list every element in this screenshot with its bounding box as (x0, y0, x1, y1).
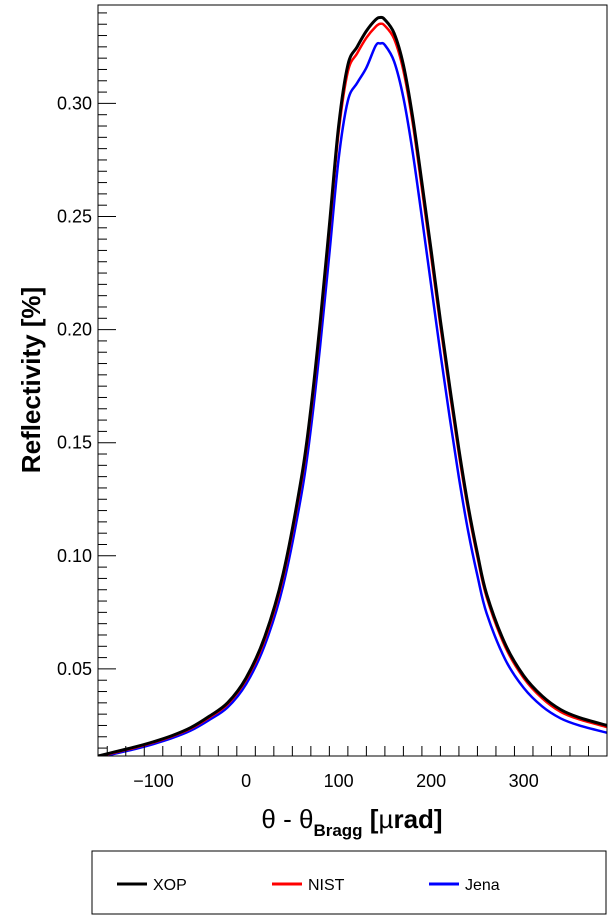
y-tick-label: 0.25 (57, 207, 92, 227)
x-axis-title-unit-rest: rad] (393, 804, 442, 834)
legend-label-jena: Jena (465, 877, 500, 894)
x-tick-label: 0 (241, 771, 251, 791)
x-tick-label: 300 (509, 771, 539, 791)
y-axis-title: Reflectivity [%] (16, 287, 46, 473)
x-axis-title: θ - θBragg [µrad] (261, 804, 442, 840)
y-tick-label: 0.05 (57, 659, 92, 679)
series-curves (98, 15, 607, 756)
y-axis-ticks: 0.05 0.10 0.15 0.20 0.25 0.30 (57, 12, 116, 749)
x-axis-title-unit-mu: µ (378, 804, 393, 834)
legend-box (91, 850, 607, 915)
x-axis-title-unit-open: [ (363, 804, 379, 834)
plot-frame (97, 4, 608, 757)
y-tick-label: 0.20 (57, 320, 92, 340)
series-line-jena (99, 41, 607, 756)
x-axis-title-main: θ - θ (261, 804, 313, 834)
legend-label-nist: NIST (308, 877, 345, 894)
series-line-xop (98, 15, 607, 756)
x-tick-label: 100 (324, 771, 354, 791)
legend-label-xop: XOP (153, 877, 187, 894)
y-tick-label: 0.10 (57, 546, 92, 566)
x-tick-label: −100 (133, 771, 174, 791)
plot-area: −100 0 100 200 300 0.05 0.10 0.15 0.20 0.25 0.30 (57, 4, 608, 791)
y-tick-label: 0.15 (57, 433, 92, 453)
x-axis-title-subscript: Bragg (313, 821, 362, 840)
x-tick-label: 200 (416, 771, 446, 791)
x-axis-ticks: −100 0 100 200 300 (106, 746, 608, 791)
y-tick-label: 0.30 (57, 93, 92, 113)
series-line-nist (98, 22, 607, 756)
legend: XOP NIST Jena (91, 850, 607, 915)
